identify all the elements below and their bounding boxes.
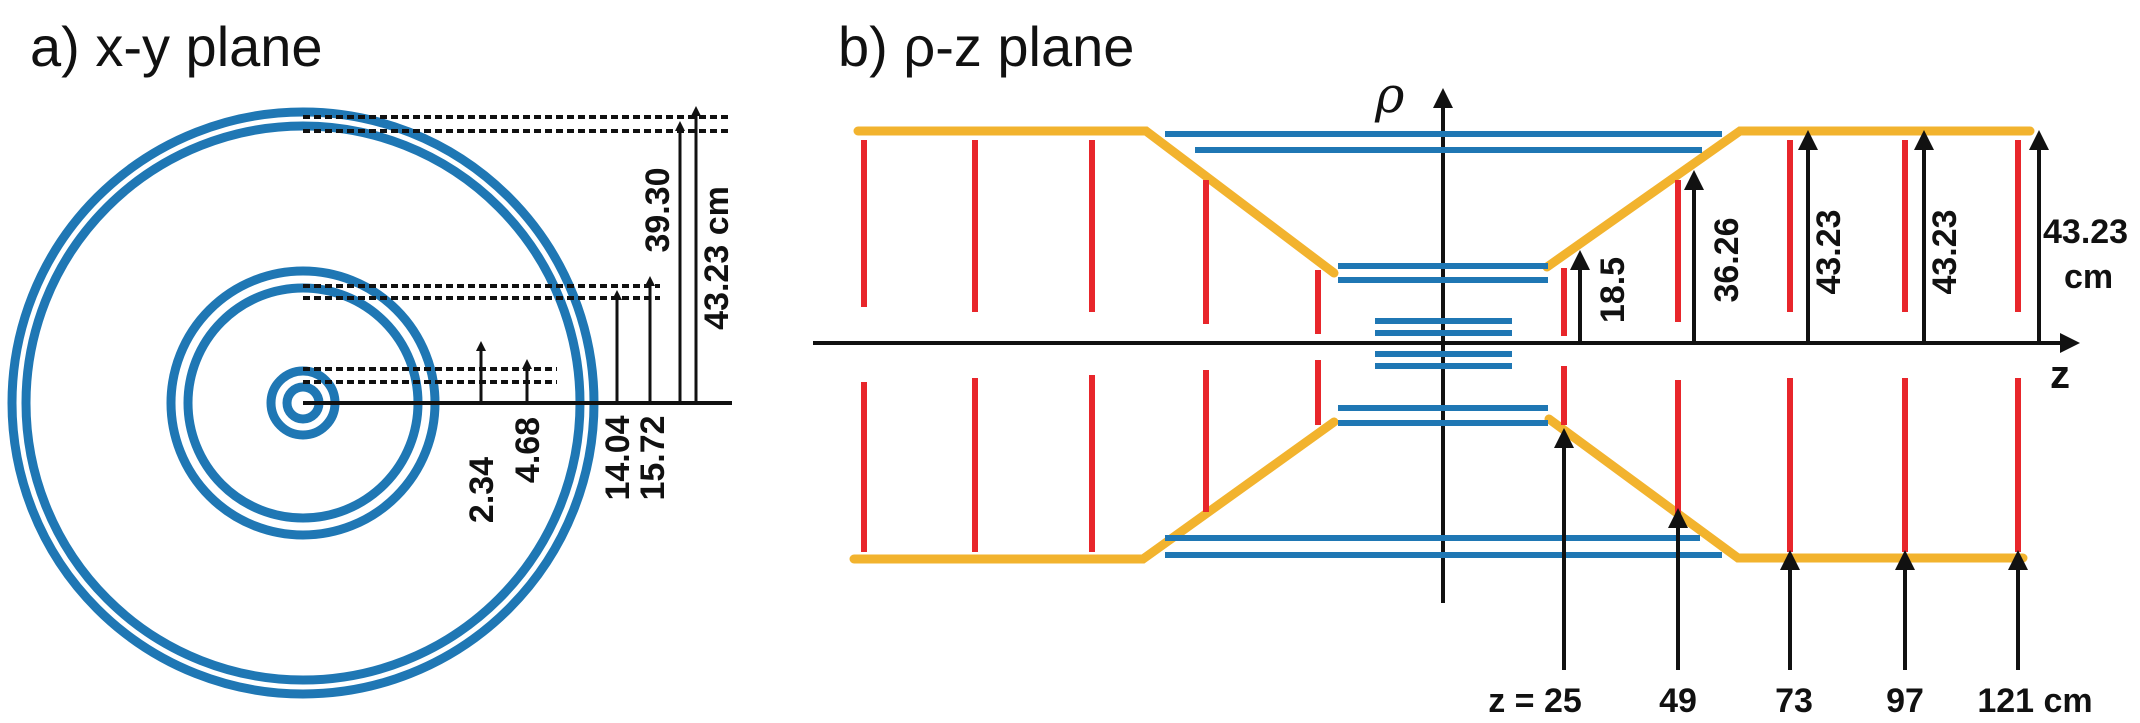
- z-label-97: 97: [1886, 682, 1924, 720]
- rho-label-18-5: 18.5: [1594, 257, 1632, 323]
- rho-label-43-23-c: 43.23: [2043, 213, 2128, 251]
- envelope-lower-right: [1544, 414, 2028, 563]
- xy-dashed-lines: [303, 115, 730, 384]
- z-label-49: 49: [1659, 682, 1697, 720]
- endcap-disks: [861, 140, 2021, 552]
- panel-b-title: b) ρ-z plane: [838, 15, 1134, 78]
- radius-label-43-23-cm: 43.23 cm: [698, 186, 736, 330]
- radius-label-15-72: 15.72: [634, 415, 672, 500]
- rho-label-43-23-b: 43.23: [1926, 209, 1964, 294]
- rho-arrows: [1570, 130, 2049, 343]
- radius-label-14-04: 14.04: [599, 415, 637, 500]
- z-label-73: 73: [1775, 682, 1813, 720]
- rho-axis-label: ρ: [1374, 66, 1405, 124]
- rho-label-unit: cm: [2064, 258, 2113, 296]
- panel-a: a) x-y plane: [7, 15, 736, 699]
- radius-label-2-34: 2.34: [463, 457, 501, 523]
- rho-label-43-23-a: 43.23: [1810, 209, 1848, 294]
- z-label-25: z = 25: [1488, 682, 1582, 720]
- radius-label-4-68: 4.68: [509, 417, 547, 483]
- z-axis-label: z: [2050, 353, 2070, 397]
- z-label-121-cm: 121 cm: [1977, 682, 2092, 720]
- envelope-upper-left: [853, 126, 1339, 278]
- panel-a-title: a) x-y plane: [30, 15, 323, 78]
- panel-b: b) ρ-z plane z ρ: [813, 15, 2128, 720]
- barrel-layers: [1165, 131, 1722, 558]
- rho-label-36-26: 36.26: [1708, 217, 1746, 302]
- z-arrows: [1554, 428, 2028, 670]
- radius-label-39-30: 39.30: [639, 167, 677, 252]
- envelope-lower-left: [849, 417, 1339, 564]
- xy-radius-arrows: [476, 106, 701, 403]
